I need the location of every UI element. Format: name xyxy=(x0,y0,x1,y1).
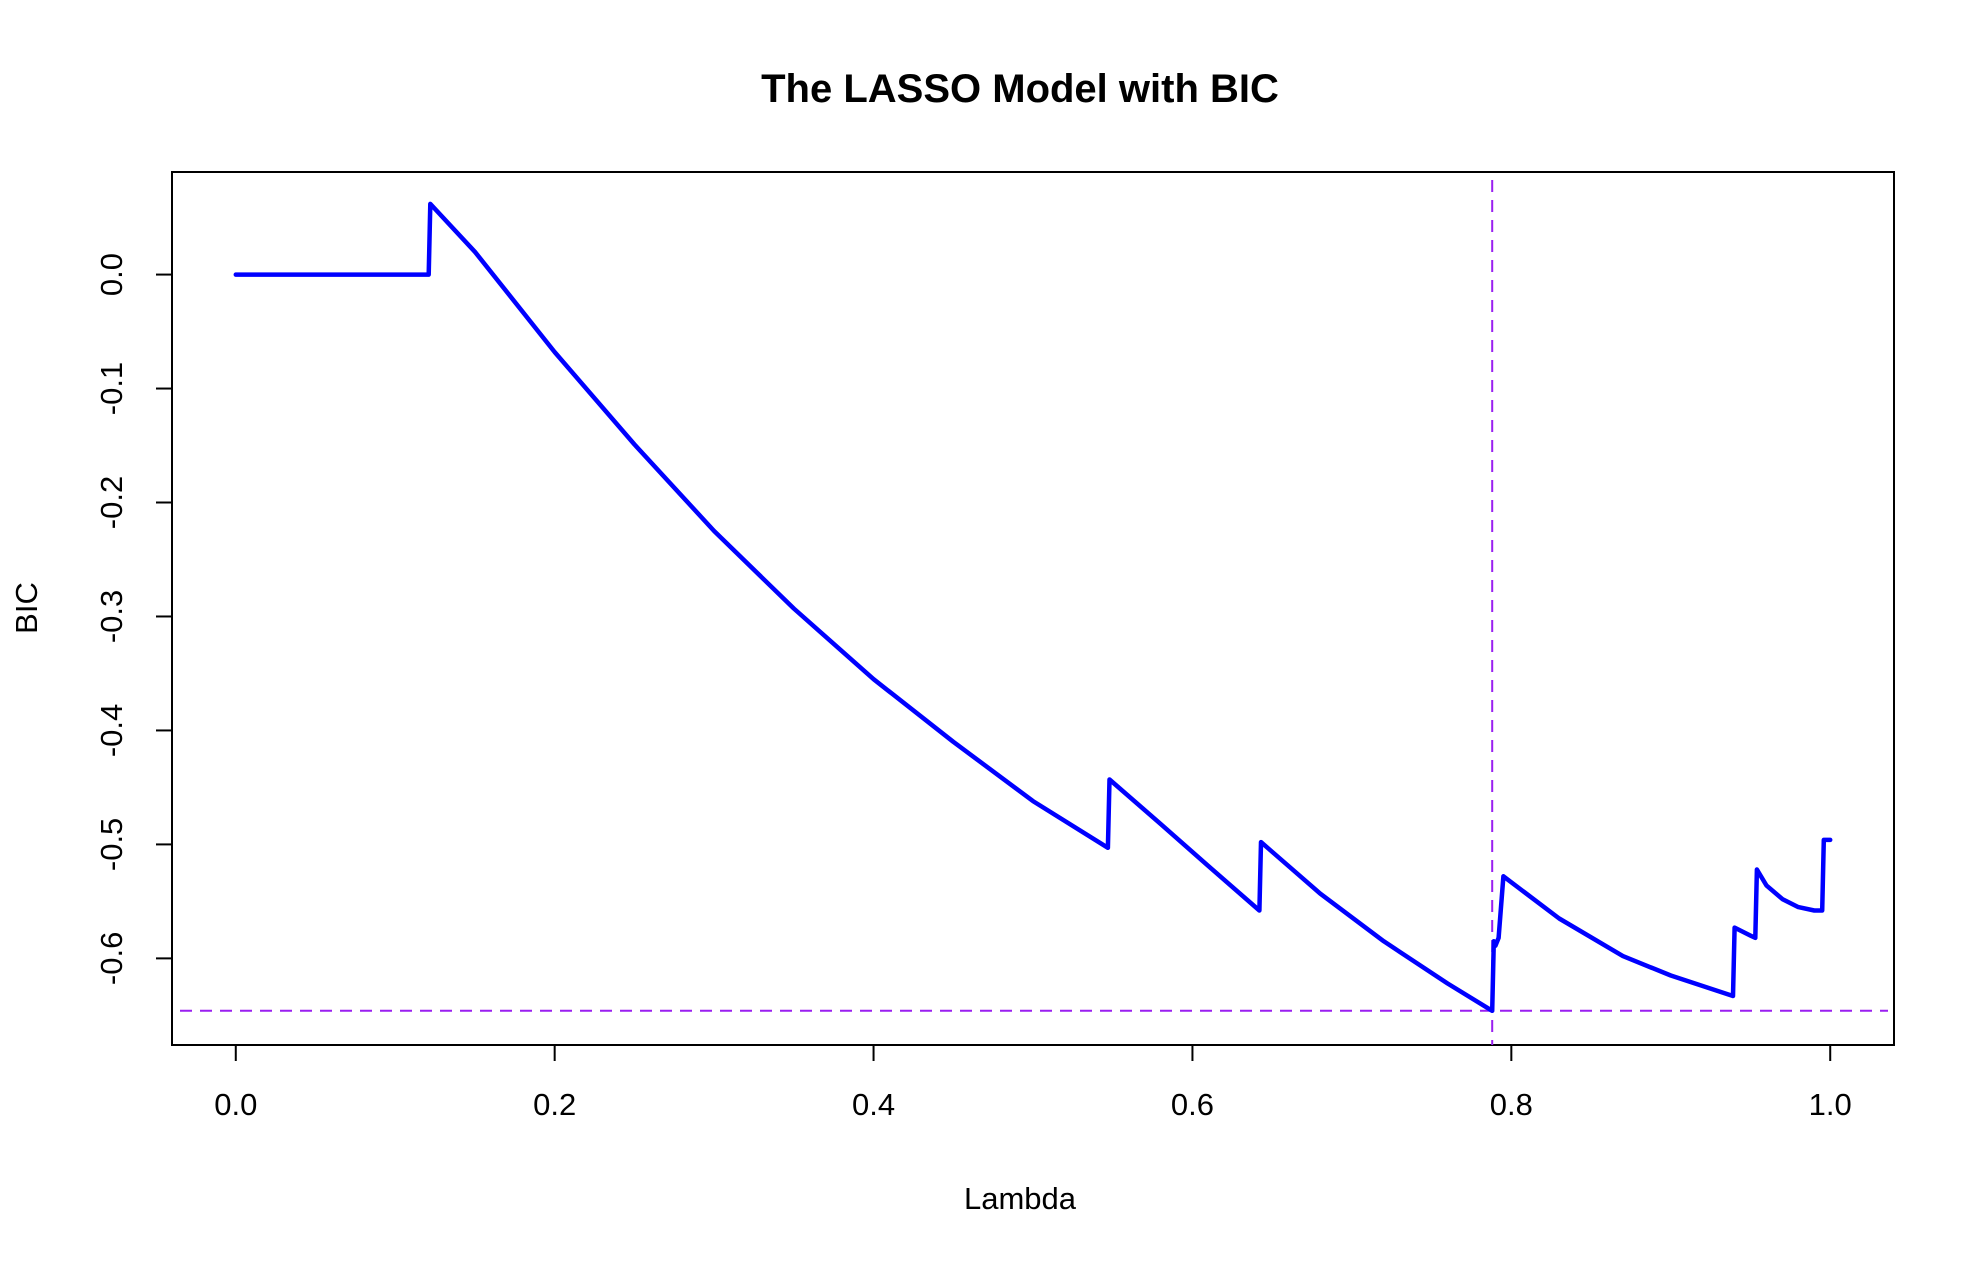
x-tick-label: 0.0 xyxy=(214,1087,257,1122)
plot-frame xyxy=(171,171,1895,1046)
x-tick-label: 1.0 xyxy=(1809,1087,1852,1122)
y-tick-label: -0.6 xyxy=(94,932,129,985)
reference-lines xyxy=(180,180,1888,1045)
bic-series-line xyxy=(233,201,1833,1014)
x-tick-label: 0.4 xyxy=(852,1087,895,1122)
series-layer xyxy=(233,201,1833,1014)
y-tick-label: -0.4 xyxy=(94,704,129,757)
y-axis: 0.0 -0.1 -0.2 -0.3 -0.4 -0.5 -0.6 xyxy=(94,253,173,985)
x-tick-label: 0.8 xyxy=(1490,1087,1533,1122)
x-tick-label: 0.6 xyxy=(1171,1087,1214,1122)
chart-title: The LASSO Model with BIC xyxy=(761,67,1279,111)
y-tick-label: -0.2 xyxy=(94,476,129,529)
y-tick-label: -0.3 xyxy=(94,590,129,643)
y-tick-label: -0.5 xyxy=(94,818,129,871)
x-tick-label: 0.2 xyxy=(533,1087,576,1122)
x-axis-label: Lambda xyxy=(964,1181,1077,1216)
y-axis-label: BIC xyxy=(9,582,44,634)
y-tick-label: -0.1 xyxy=(94,362,129,415)
x-axis: 0.0 0.2 0.4 0.6 0.8 1.0 xyxy=(214,1044,1852,1122)
y-tick-label: 0.0 xyxy=(94,253,129,296)
